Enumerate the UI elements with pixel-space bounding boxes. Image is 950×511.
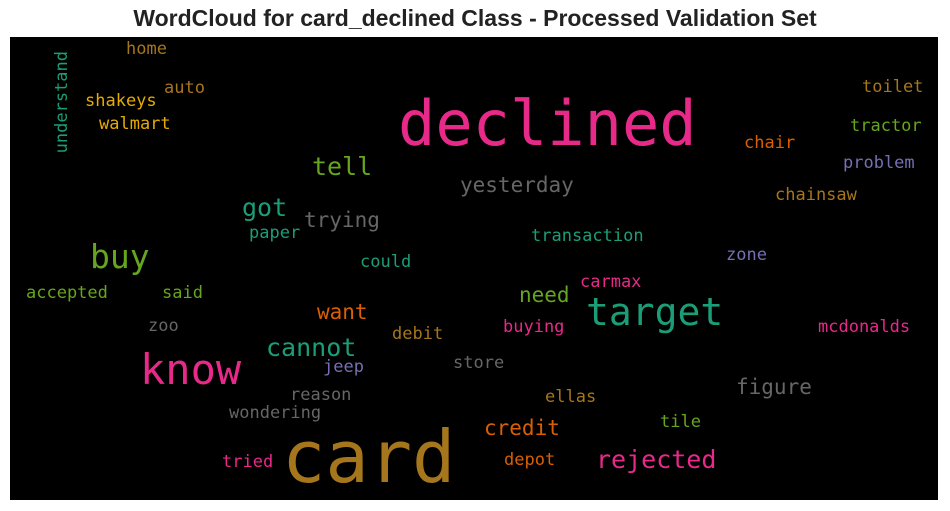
word-depot: depot <box>504 450 556 470</box>
word-transaction: transaction <box>531 226 644 246</box>
word-chainsaw: chainsaw <box>775 185 857 205</box>
word-yesterday: yesterday <box>460 173 574 197</box>
word-tractor: tractor <box>850 116 922 136</box>
word-toilet: toilet <box>862 77 924 97</box>
word-home: home <box>126 39 167 59</box>
word-debit: debit <box>392 324 444 344</box>
word-walmart: walmart <box>99 114 171 134</box>
word-accepted: accepted <box>26 283 108 303</box>
word-rejected: rejected <box>596 445 717 474</box>
word-figure: figure <box>736 375 812 399</box>
word-problem: problem <box>843 153 915 173</box>
word-said: said <box>162 283 203 303</box>
word-cannot: cannot <box>266 333 357 362</box>
word-tell: tell <box>312 152 373 181</box>
word-auto: auto <box>164 78 205 98</box>
word-zoo: zoo <box>148 316 179 336</box>
word-want: want <box>317 300 368 324</box>
word-reason: reason <box>290 385 352 405</box>
word-understand: understand <box>52 51 72 154</box>
word-trying: trying <box>304 208 380 232</box>
word-buy: buy <box>90 237 150 276</box>
word-card: card <box>282 415 456 499</box>
word-buying: buying <box>503 317 565 337</box>
word-tried: tried <box>222 452 274 472</box>
chart-title: WordCloud for card_declined Class - Proc… <box>133 5 817 31</box>
word-target: target <box>586 290 724 334</box>
word-know: know <box>140 345 242 394</box>
word-could: could <box>360 252 412 272</box>
word-jeep: jeep <box>323 357 364 377</box>
word-wondering: wondering <box>229 403 322 423</box>
word-store: store <box>453 353 505 373</box>
word-zone: zone <box>726 245 767 265</box>
word-need: need <box>519 283 570 307</box>
word-declined: declined <box>398 87 697 160</box>
word-chair: chair <box>744 133 796 153</box>
word-paper: paper <box>249 223 301 243</box>
word-shakeys: shakeys <box>85 91 157 111</box>
word-got: got <box>242 193 288 222</box>
wordcloud-canvas: card declined know target buy cannot tell got re… <box>10 37 938 500</box>
word-carmax: carmax <box>580 272 642 292</box>
word-credit: credit <box>484 416 560 440</box>
word-ellas: ellas <box>545 387 597 407</box>
word-mcdonalds: mcdonalds <box>818 317 911 337</box>
word-tile: tile <box>660 412 701 432</box>
